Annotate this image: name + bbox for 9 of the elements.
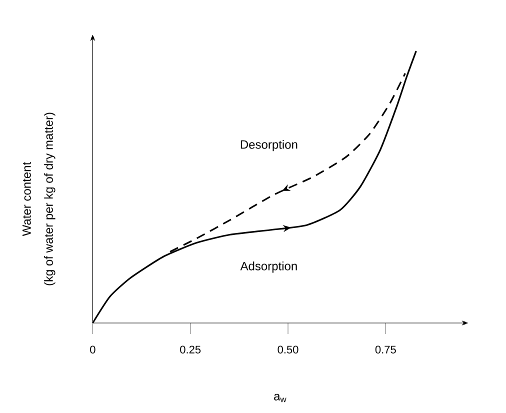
- y-axis-title: Water content: [22, 162, 31, 236]
- x-tick-label: 0.75: [375, 346, 396, 354]
- x-tick-label: 0.50: [278, 346, 298, 354]
- text: Desorption: [240, 140, 298, 152]
- x-tick-label: 0.25: [180, 346, 201, 354]
- x-tick-label: 0: [90, 346, 96, 354]
- text: (kg of water per kg of dry matter): [44, 112, 56, 286]
- x-axis-title: a$_{w}$: [274, 394, 286, 402]
- text: Adsorption: [240, 262, 297, 273]
